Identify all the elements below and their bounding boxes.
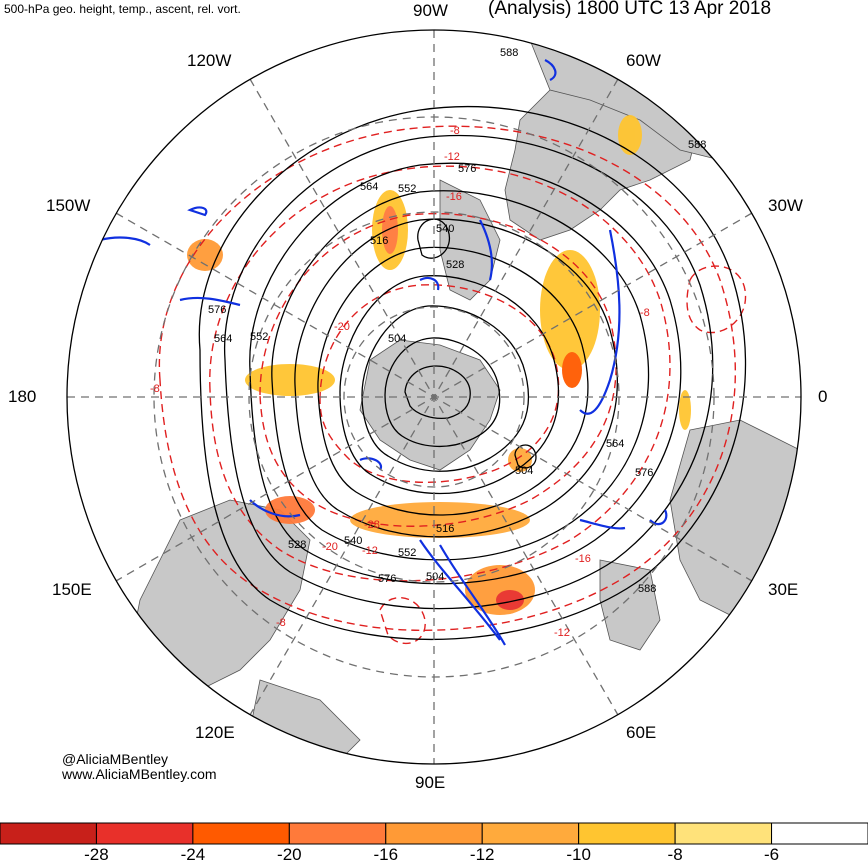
colorbar-tick-label: -16 (373, 845, 399, 864)
lon-label-30w: 30W (768, 196, 803, 215)
land-africa-europe (669, 419, 801, 621)
land-siberia-east (249, 679, 361, 764)
height-label: 516 (436, 523, 454, 535)
temperature-label: -12 (362, 545, 378, 557)
height-label: 540 (344, 535, 362, 547)
contour-label-layer: 588 588 588 576 576 576 576 564 564 564 … (150, 47, 706, 639)
height-label: 528 (288, 539, 306, 551)
temperature-contours (158, 125, 747, 645)
ascent-patch (265, 496, 315, 524)
ascent-patch (618, 115, 642, 155)
ascent-patch (562, 352, 582, 388)
lon-label-150w: 150W (46, 196, 91, 215)
colorbar-swatch (481, 822, 580, 845)
height-label: 540 (436, 223, 454, 235)
ascent-patch (350, 502, 530, 538)
temperature-label: -8 (276, 617, 286, 629)
temperature-label: -12 (444, 151, 460, 163)
temperature-label: -8 (640, 307, 650, 319)
land-europe-small (599, 559, 661, 651)
height-label: 504 (388, 333, 406, 345)
temperature-label: -8 (450, 125, 460, 137)
height-label: 504 (426, 571, 444, 583)
ascent-patch (540, 250, 600, 370)
height-label: 552 (398, 183, 416, 195)
colorbar (0, 822, 868, 845)
land-canadian-archipelago (439, 179, 501, 301)
height-label: 576 (378, 573, 396, 585)
height-label: 576 (458, 163, 476, 175)
lon-label-120w: 120W (187, 51, 232, 70)
colorbar-tick-label: -12 (469, 845, 495, 864)
lon-label-60w: 60W (626, 51, 661, 70)
credit-handle: @AliciaMBentley (62, 751, 169, 767)
temperature-label: -16 (575, 553, 591, 565)
title-right: (Analysis) 1800 UTC 13 Apr 2018 (488, 0, 772, 19)
lon-label-90w: 90W (413, 1, 448, 20)
height-label: 552 (398, 547, 416, 559)
temperature-label: -20 (322, 541, 338, 553)
colorbar-tick-label: -6 (763, 845, 780, 864)
lon-label-60e: 60E (626, 723, 657, 742)
temperature-label: -8 (150, 383, 160, 395)
ascent-patch (496, 590, 524, 610)
height-label: 564 (606, 438, 624, 450)
height-label: 528 (446, 259, 464, 271)
height-label: 552 (250, 331, 268, 343)
graticule (67, 30, 801, 764)
temperature-label: -20 (334, 321, 350, 333)
colorbar-swatch (192, 822, 290, 845)
height-label: 576 (635, 467, 653, 479)
colorbar-swatch (288, 822, 387, 845)
height-contours (198, 106, 747, 641)
height-label: 516 (370, 235, 388, 247)
height-label: 564 (360, 181, 378, 193)
colorbar-swatch (771, 822, 868, 845)
colorbar-tick-label: -20 (277, 845, 302, 864)
credit-website: www.AliciaMBentley.com (62, 766, 217, 782)
lon-label-0: 0 (818, 387, 828, 406)
colorbar-swatch (674, 822, 773, 845)
colorbar-tick-label: -24 (180, 845, 206, 864)
land-masses (129, 30, 801, 764)
colorbar-tick-label: -28 (84, 845, 109, 864)
colorbar-swatch (95, 822, 194, 845)
colorbar-tick-label: -8 (667, 845, 683, 864)
temperature-label: -28 (364, 519, 380, 531)
ascent-patch (508, 448, 532, 472)
height-label: 588 (688, 139, 706, 151)
ascent-patch (245, 364, 335, 396)
height-label: 576 (208, 304, 226, 316)
temperature-label: -16 (446, 191, 462, 203)
height-label: 564 (214, 333, 232, 345)
height-label: 588 (638, 583, 656, 595)
lon-label-120e: 120E (195, 723, 235, 742)
lon-label-150e: 150E (52, 580, 92, 599)
colorbar-swatch (578, 822, 676, 845)
ascent-patch (679, 390, 691, 430)
colorbar-swatch (0, 822, 97, 845)
lon-label-180: 180 (8, 387, 37, 406)
height-label: 588 (500, 47, 518, 59)
height-label: 504 (515, 465, 533, 477)
ascent-fill (187, 115, 691, 615)
colorbar-tick-label: -10 (566, 845, 591, 864)
title-left: 500-hPa geo. height, temp., ascent, rel.… (4, 2, 241, 16)
map-boundary (66, 29, 802, 765)
lon-label-30e: 30E (768, 580, 799, 599)
temperature-label: -12 (554, 627, 570, 639)
colorbar-swatch (385, 822, 483, 845)
lon-label-90e: 90E (415, 773, 446, 792)
vorticity-contours (99, 59, 668, 646)
